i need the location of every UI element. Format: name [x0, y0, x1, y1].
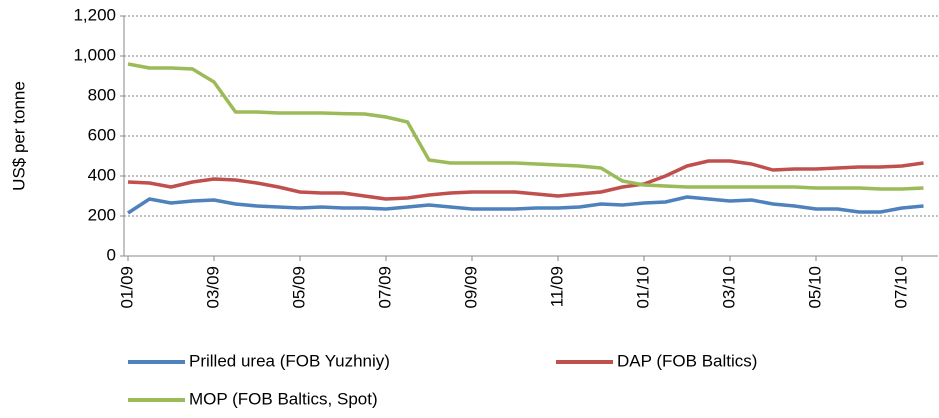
y-tick-label: 1,000 — [73, 45, 116, 64]
x-tick-label: 03/10 — [719, 266, 738, 309]
y-tick-label: 1,200 — [73, 5, 116, 24]
legend-label: MOP (FOB Baltics, Spot) — [189, 389, 378, 408]
x-tick-label: 07/10 — [891, 266, 910, 309]
series-line — [127, 159, 924, 201]
legend-label: DAP (FOB Baltics) — [617, 351, 757, 370]
y-tick-label: 200 — [88, 205, 116, 224]
y-tick-label: 600 — [88, 125, 116, 144]
x-tick-label: 07/09 — [375, 266, 394, 309]
x-tick-label: 01/10 — [633, 266, 652, 309]
y-axis-label: US$ per tonne — [9, 81, 28, 191]
x-tick-label: 05/09 — [289, 266, 308, 309]
series-line — [127, 62, 924, 191]
legend-label: Prilled urea (FOB Yuzhniy) — [189, 351, 390, 370]
y-tick-label: 0 — [107, 245, 116, 264]
x-tick-label: 03/09 — [203, 266, 222, 309]
y-tick-label: 800 — [88, 85, 116, 104]
x-tick-label: 11/09 — [547, 266, 566, 307]
x-tick-label: 09/09 — [461, 266, 480, 309]
series-line — [127, 195, 924, 215]
y-tick-label: 400 — [88, 165, 116, 184]
x-tick-label: 05/10 — [805, 266, 824, 309]
x-tick-label: 01/09 — [117, 266, 136, 309]
